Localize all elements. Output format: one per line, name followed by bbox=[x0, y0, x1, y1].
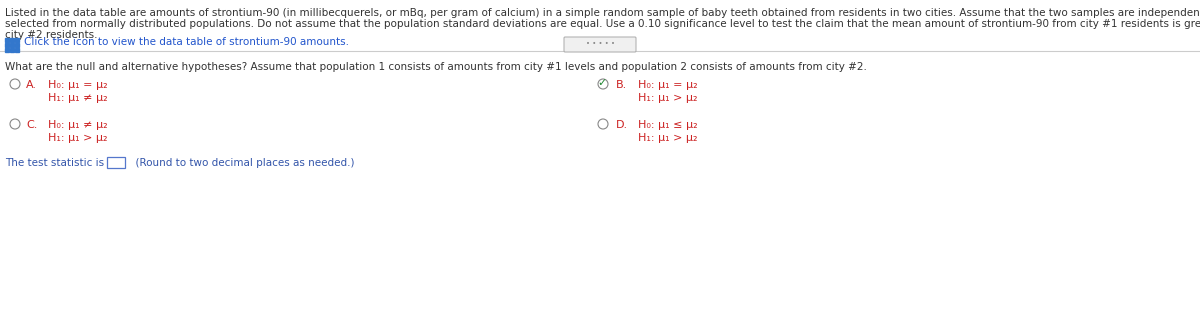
Bar bbox=[10, 43, 14, 47]
Text: H₀: μ₁ = μ₂: H₀: μ₁ = μ₂ bbox=[48, 80, 108, 90]
Text: city #2 residents.: city #2 residents. bbox=[5, 30, 97, 40]
Text: Listed in the data table are amounts of strontium-90 (in millibecquerels, or mBq: Listed in the data table are amounts of … bbox=[5, 8, 1200, 18]
Text: • • • • •: • • • • • bbox=[586, 41, 614, 47]
Bar bbox=[14, 43, 19, 47]
Circle shape bbox=[10, 79, 20, 89]
Bar bbox=[5, 48, 10, 52]
FancyBboxPatch shape bbox=[107, 157, 125, 168]
Text: C.: C. bbox=[26, 120, 37, 130]
Bar bbox=[14, 38, 19, 42]
Bar bbox=[10, 48, 14, 52]
Text: B.: B. bbox=[616, 80, 628, 90]
Text: (Round to two decimal places as needed.): (Round to two decimal places as needed.) bbox=[130, 158, 354, 168]
Text: H₁: μ₁ > μ₂: H₁: μ₁ > μ₂ bbox=[48, 133, 108, 143]
Text: H₁: μ₁ > μ₂: H₁: μ₁ > μ₂ bbox=[638, 93, 697, 103]
Text: H₀: μ₁ ≤ μ₂: H₀: μ₁ ≤ μ₂ bbox=[638, 120, 697, 130]
Text: selected from normally distributed populations. Do not assume that the populatio: selected from normally distributed popul… bbox=[5, 19, 1200, 29]
Circle shape bbox=[598, 119, 608, 129]
Bar bbox=[14, 48, 19, 52]
Text: D.: D. bbox=[616, 120, 628, 130]
Bar bbox=[5, 38, 10, 42]
Text: ✓: ✓ bbox=[598, 78, 607, 88]
Text: A.: A. bbox=[26, 80, 37, 90]
Text: H₀: μ₁ ≠ μ₂: H₀: μ₁ ≠ μ₂ bbox=[48, 120, 108, 130]
Text: H₁: μ₁ > μ₂: H₁: μ₁ > μ₂ bbox=[638, 133, 697, 143]
Bar bbox=[5, 43, 10, 47]
Circle shape bbox=[598, 79, 608, 89]
Text: The test statistic is: The test statistic is bbox=[5, 158, 104, 168]
Bar bbox=[10, 38, 14, 42]
Text: Click the icon to view the data table of strontium-90 amounts.: Click the icon to view the data table of… bbox=[24, 37, 349, 47]
Text: H₁: μ₁ ≠ μ₂: H₁: μ₁ ≠ μ₂ bbox=[48, 93, 108, 103]
FancyBboxPatch shape bbox=[564, 37, 636, 52]
Text: What are the null and alternative hypotheses? Assume that population 1 consists : What are the null and alternative hypoth… bbox=[5, 62, 866, 72]
Circle shape bbox=[10, 119, 20, 129]
Text: H₀: μ₁ = μ₂: H₀: μ₁ = μ₂ bbox=[638, 80, 697, 90]
